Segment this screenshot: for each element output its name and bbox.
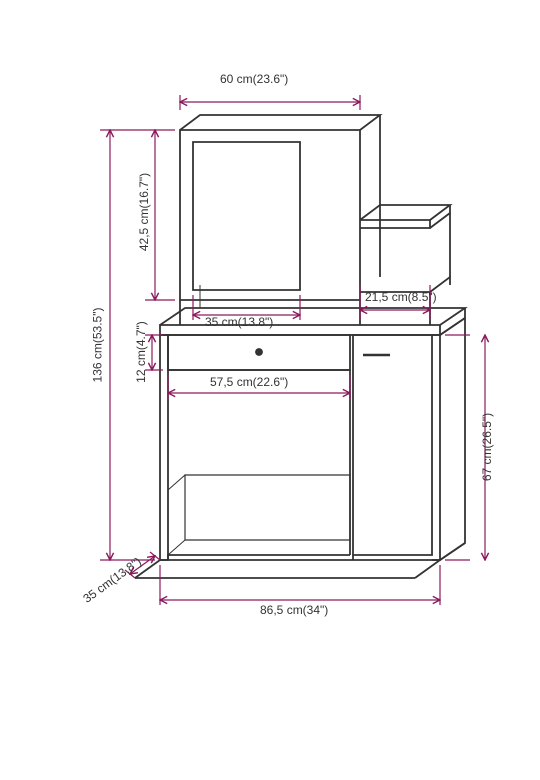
diagram-container: 60 cm(23.6") 42,5 cm(16.7") 136 cm(53.5"… xyxy=(50,60,500,660)
dim-total-height: 136 cm(53.5") xyxy=(90,308,104,383)
dimension-lines xyxy=(100,95,485,605)
dim-mirror-height: 42,5 cm(16.7") xyxy=(137,173,151,251)
dim-mirror-width: 35 cm(13.8") xyxy=(205,315,273,329)
dim-base-width: 86,5 cm(34") xyxy=(260,603,328,617)
furniture-diagram xyxy=(50,60,540,780)
dim-top-width: 60 cm(23.6") xyxy=(220,72,288,86)
dim-cabinet-height: 67 cm(26.5") xyxy=(480,413,494,481)
dim-opening-width: 57,5 cm(22.6") xyxy=(210,375,288,389)
dim-drawer-height: 12 cm(4.7") xyxy=(134,321,148,383)
furniture-outline xyxy=(135,115,465,578)
dim-shelf-depth: 21,5 cm(8.5") xyxy=(365,290,437,304)
